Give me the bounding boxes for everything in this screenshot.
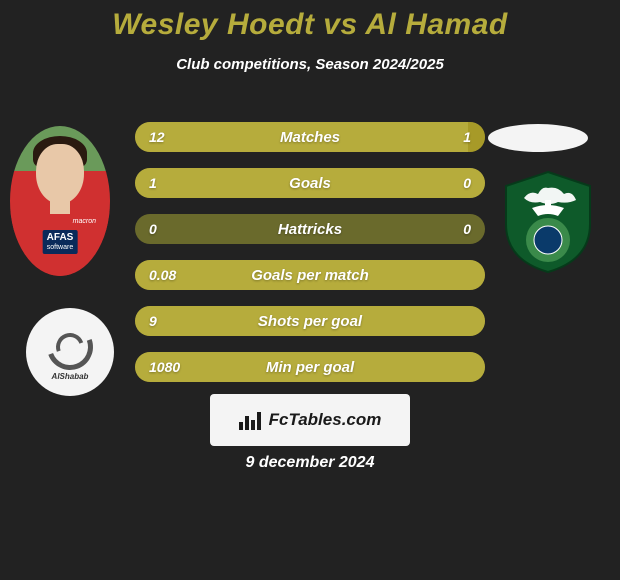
bar-chart-icon xyxy=(239,410,263,430)
stat-bar-left xyxy=(135,260,485,290)
stat-bar-left xyxy=(135,168,485,198)
club-badge-left: AlShabab xyxy=(26,308,114,396)
stat-row: 0.08Goals per match xyxy=(135,260,485,290)
page-subtitle: Club competitions, Season 2024/2025 xyxy=(0,56,620,73)
page-title: Wesley Hoedt vs Al Hamad xyxy=(0,0,620,42)
stat-row: 10Goals xyxy=(135,168,485,198)
stat-row: 1080Min per goal xyxy=(135,352,485,382)
stat-row: 121Matches xyxy=(135,122,485,152)
stat-bar-left xyxy=(135,122,468,152)
date-label: 9 december 2024 xyxy=(0,454,620,472)
stats-list: 121Matches 10Goals 0 0Hattricks 0.08Goals pe… xyxy=(135,122,485,398)
stat-bar-left xyxy=(135,352,485,382)
shirt-sponsor: AFAS software xyxy=(43,230,78,254)
stat-bar-right xyxy=(468,122,486,152)
player-photo-left: macron AFAS software xyxy=(10,126,110,276)
flag-oval-right xyxy=(488,124,588,152)
fctables-badge: FcTables.com xyxy=(210,394,410,446)
club-swirl-icon xyxy=(39,316,100,377)
stat-row: 9Shots per goal xyxy=(135,306,485,336)
club-left-label: AlShabab xyxy=(52,372,89,381)
kit-brand-label: macron xyxy=(73,218,96,225)
fctables-label: FcTables.com xyxy=(269,410,382,430)
stat-bar-left xyxy=(135,306,485,336)
stat-row: 0 0Hattricks xyxy=(135,214,485,244)
stat-label: Hattricks xyxy=(135,214,485,244)
club-badge-right xyxy=(498,168,598,276)
stat-value-right: 0 xyxy=(463,214,471,244)
stat-value-left: 0 xyxy=(149,214,157,244)
